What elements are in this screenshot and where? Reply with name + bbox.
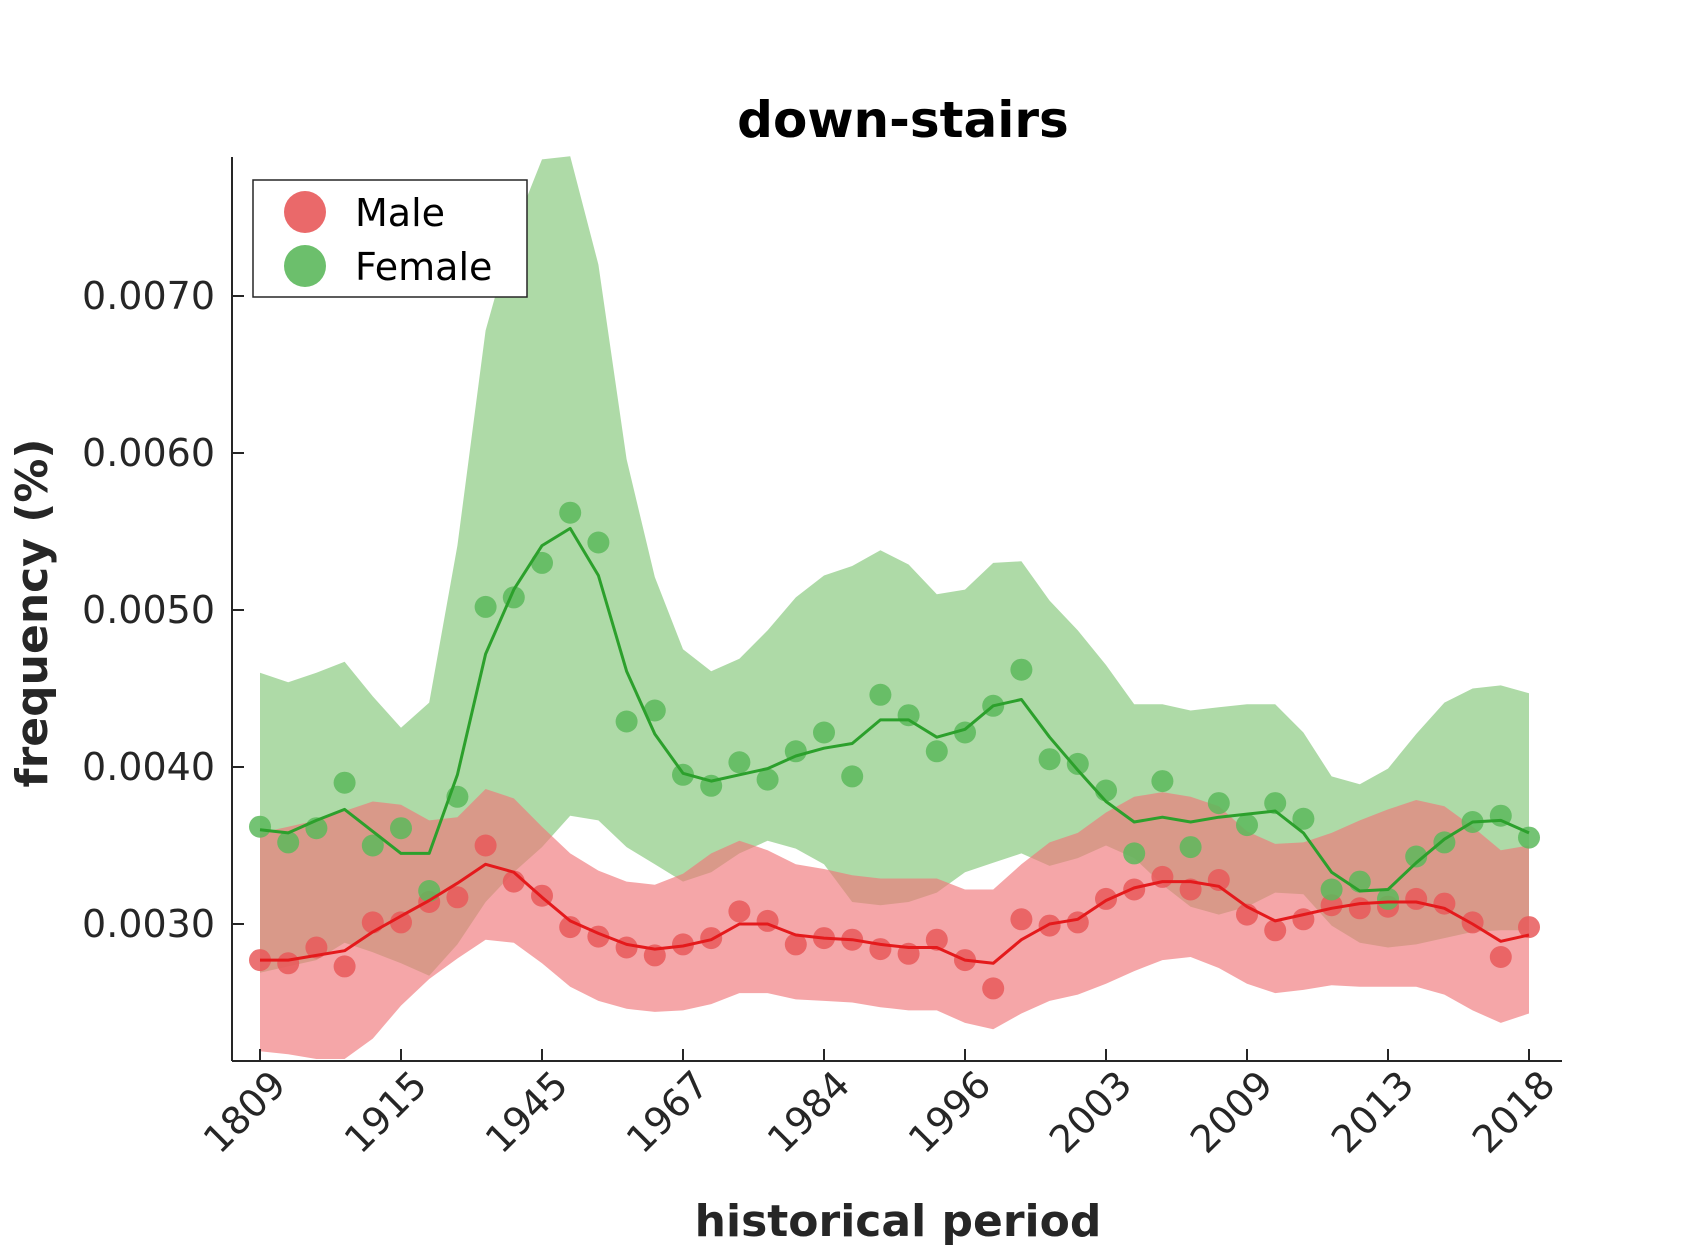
- point-female-30: [1095, 779, 1117, 802]
- point-female-21: [841, 765, 864, 788]
- y-tick-label: 0.0050: [82, 588, 215, 632]
- trend-line-female: [259, 526, 1530, 893]
- point-female-28: [1038, 748, 1061, 771]
- point-male-44: [1489, 946, 1512, 968]
- x-tick-label: 1809: [195, 1062, 295, 1162]
- x-tick-label: 1996: [900, 1062, 1000, 1162]
- legend-label-male: Male: [355, 191, 445, 235]
- point-female-10: [531, 551, 553, 574]
- legend-label-female: Female: [355, 245, 492, 289]
- point-female-1: [277, 831, 300, 854]
- chart-title: down-stairs: [737, 91, 1069, 149]
- point-female-8: [474, 595, 497, 618]
- point-male-7: [446, 886, 469, 909]
- point-female-18: [756, 768, 779, 791]
- x-axis-label: historical period: [695, 1196, 1102, 1246]
- point-female-25: [954, 721, 976, 744]
- point-female-17: [728, 751, 751, 774]
- point-female-27: [1010, 658, 1033, 681]
- point-female-14: [643, 699, 666, 722]
- band-female: [260, 156, 1529, 976]
- point-female-20: [813, 721, 835, 744]
- point-female-3: [333, 771, 356, 794]
- point-female-5: [390, 817, 412, 840]
- point-female-35: [1236, 814, 1258, 837]
- point-male-27: [1010, 908, 1033, 931]
- point-male-17: [728, 900, 751, 923]
- point-male-15: [672, 933, 694, 956]
- point-male-11: [559, 916, 582, 939]
- legend-marker-female: [284, 245, 326, 287]
- point-male-36: [1264, 919, 1287, 942]
- point-female-12: [587, 531, 610, 554]
- point-male-41: [1405, 887, 1428, 910]
- point-male-22: [869, 938, 892, 961]
- x-tick-label: 2013: [1323, 1062, 1423, 1162]
- point-male-42: [1433, 892, 1456, 915]
- point-female-32: [1151, 770, 1174, 793]
- point-female-11: [559, 501, 582, 524]
- band-male: [260, 789, 1529, 1059]
- x-tick-label: 2003: [1041, 1062, 1141, 1162]
- point-male-1: [277, 952, 300, 975]
- point-male-3: [333, 955, 356, 978]
- point-male-19: [784, 933, 807, 956]
- point-female-22: [869, 683, 892, 706]
- point-female-33: [1179, 836, 1202, 859]
- point-male-45: [1518, 916, 1540, 939]
- point-female-24: [925, 740, 948, 763]
- point-female-13: [615, 710, 638, 733]
- y-tick-label: 0.0030: [82, 902, 215, 946]
- y-tick-label: 0.0060: [82, 431, 215, 475]
- y-axis-label: frequency (%): [7, 438, 58, 787]
- x-tick-label: 1945: [477, 1062, 577, 1162]
- point-male-24: [925, 928, 948, 951]
- point-female-34: [1207, 792, 1230, 815]
- legend: Male Female: [252, 179, 528, 298]
- point-female-31: [1123, 842, 1146, 865]
- point-female-0: [249, 815, 271, 838]
- point-female-41: [1405, 845, 1428, 868]
- plot-area: 0.0030 0.0040 0.0050 0.0060 0.0070 1809 1915 19…: [82, 156, 1564, 1162]
- point-female-37: [1292, 807, 1315, 830]
- x-tick-label: 1967: [618, 1062, 718, 1162]
- point-female-29: [1066, 752, 1089, 775]
- x-tick-label: 1915: [336, 1062, 436, 1162]
- point-female-6: [418, 880, 441, 902]
- point-male-8: [474, 834, 497, 857]
- y-tick-label: 0.0040: [82, 745, 215, 789]
- point-female-38: [1320, 878, 1343, 901]
- x-tick-label: 2018: [1464, 1062, 1564, 1162]
- point-female-36: [1264, 792, 1287, 815]
- point-male-4: [361, 911, 384, 934]
- y-tick-label: 0.0070: [82, 274, 215, 318]
- point-female-4: [361, 834, 384, 857]
- point-female-40: [1377, 887, 1399, 910]
- x-tick-label: 2009: [1182, 1062, 1282, 1162]
- x-tick-label: 1984: [759, 1062, 859, 1162]
- point-female-19: [784, 740, 807, 763]
- legend-marker-male: [284, 191, 326, 233]
- point-male-26: [982, 977, 1005, 1000]
- point-male-5: [390, 911, 412, 934]
- trend-line-male: [260, 862, 1530, 965]
- point-male-39: [1348, 897, 1371, 920]
- plot-content: [249, 156, 1540, 1059]
